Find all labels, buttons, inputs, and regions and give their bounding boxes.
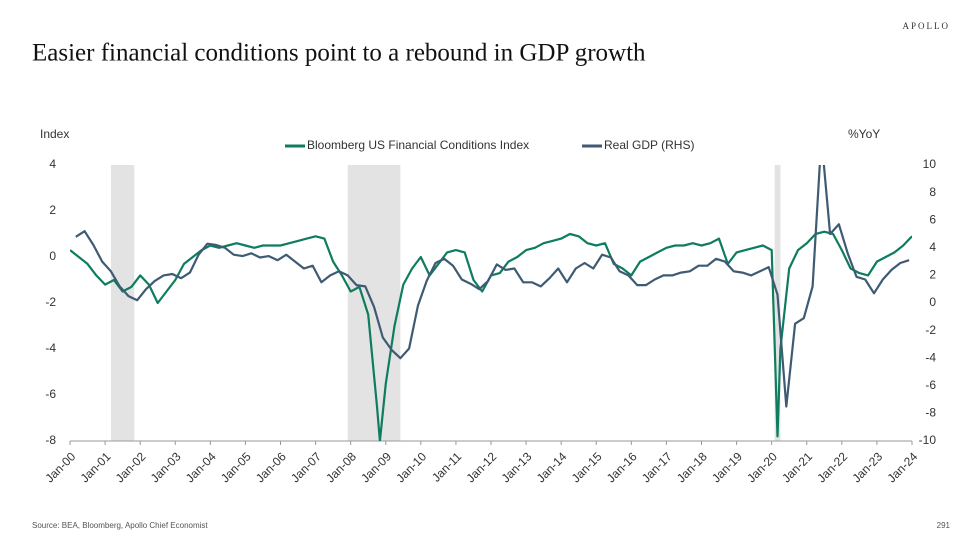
page-number: 291 xyxy=(937,521,951,530)
y2-tick-label: 6 xyxy=(929,212,936,226)
y-tick-label: -6 xyxy=(45,387,56,401)
recession-band xyxy=(347,165,401,441)
x-tick-label: Jan-23 xyxy=(849,449,885,485)
x-tick-label: Jan-00 xyxy=(43,449,79,485)
y2-tick-label: 0 xyxy=(929,295,936,309)
legend-label: Bloomberg US Financial Conditions Index xyxy=(307,138,529,152)
x-tick-label: Jan-06 xyxy=(253,449,289,485)
chart-title: Easier financial conditions point to a r… xyxy=(32,40,646,67)
source: Source: BEA, Bloomberg, Apollo Chief Eco… xyxy=(32,521,208,530)
x-tick-label: Jan-14 xyxy=(534,449,570,485)
x-tick-label: Jan-08 xyxy=(323,449,359,485)
y-tick-label: -8 xyxy=(45,433,56,447)
y2-tick-label: -8 xyxy=(925,406,936,420)
x-tick-label: Jan-22 xyxy=(814,449,850,485)
x-tick-label: Jan-18 xyxy=(674,449,710,485)
y2-tick-label: 8 xyxy=(929,185,936,199)
x-tick-label: Jan-11 xyxy=(429,449,464,484)
brand: APOLLO xyxy=(903,21,951,31)
recession-band xyxy=(110,165,135,441)
x-tick-label: Jan-20 xyxy=(744,449,780,485)
x-tick-label: Jan-04 xyxy=(183,449,219,485)
y2-tick-label: -2 xyxy=(925,323,936,337)
series-line xyxy=(75,165,910,408)
y-axis-label: Index xyxy=(40,127,69,141)
x-tick-label: Jan-19 xyxy=(709,449,745,485)
y2-tick-label: -10 xyxy=(919,433,937,447)
x-tick-label: Jan-07 xyxy=(288,449,324,485)
x-tick-label: Jan-21 xyxy=(779,449,815,485)
y-tick-label: -2 xyxy=(45,295,56,309)
y-tick-label: 2 xyxy=(49,203,56,217)
x-tick-label: Jan-05 xyxy=(218,449,254,485)
x-tick-label: Jan-15 xyxy=(569,449,605,485)
series-line xyxy=(70,230,912,441)
x-tick-label: Jan-10 xyxy=(393,449,429,485)
y2-axis-label: %YoY xyxy=(848,127,880,141)
y-tick-label: -4 xyxy=(45,341,56,355)
y2-tick-label: -4 xyxy=(925,350,936,364)
y2-tick-label: 4 xyxy=(929,240,936,254)
y2-tick-label: 10 xyxy=(923,157,937,171)
x-tick-label: Jan-12 xyxy=(464,449,500,485)
x-tick-label: Jan-17 xyxy=(639,449,675,485)
y2-tick-label: -6 xyxy=(925,378,936,392)
y2-tick-label: 2 xyxy=(929,268,936,282)
x-tick-label: Jan-16 xyxy=(604,449,640,485)
x-tick-label: Jan-01 xyxy=(78,449,114,485)
x-tick-label: Jan-03 xyxy=(148,449,184,485)
y-tick-label: 0 xyxy=(49,249,56,263)
x-tick-label: Jan-24 xyxy=(885,449,921,485)
x-tick-label: Jan-13 xyxy=(499,449,535,485)
y-tick-label: 4 xyxy=(49,157,56,171)
x-tick-label: Jan-02 xyxy=(113,449,149,485)
x-tick-label: Jan-09 xyxy=(358,449,394,485)
legend-label: Real GDP (RHS) xyxy=(604,138,694,152)
